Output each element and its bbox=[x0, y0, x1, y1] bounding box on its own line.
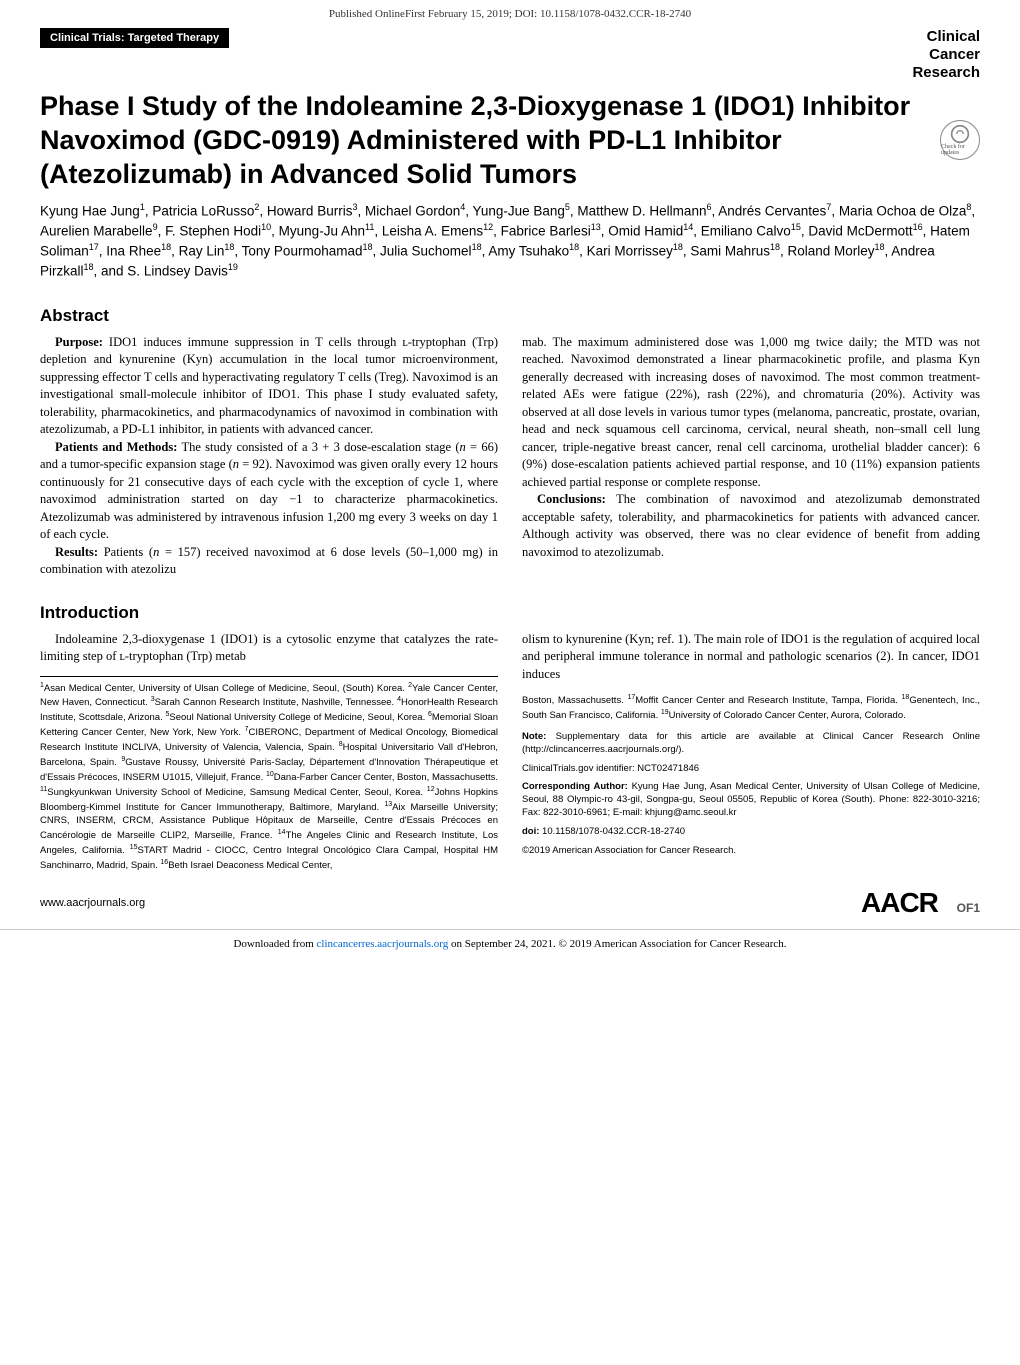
clinical-trials-id: ClinicalTrials.gov identifier: NCT024718… bbox=[522, 763, 980, 776]
download-prefix: Downloaded from bbox=[233, 938, 316, 950]
abstract-body: Purpose: IDO1 induces immune suppression… bbox=[0, 334, 1020, 579]
check-updates-label: Check for updates bbox=[941, 144, 979, 156]
journal-line2: Cancer bbox=[912, 46, 980, 64]
notes-block: Note: Supplementary data for this articl… bbox=[522, 731, 980, 858]
abstract-conclusions: Conclusions: The combination of navoximo… bbox=[522, 491, 980, 561]
publication-banner: Published OnlineFirst February 15, 2019;… bbox=[0, 0, 1020, 28]
introduction-body: Indoleamine 2,3-dioxygenase 1 (IDO1) is … bbox=[0, 631, 1020, 873]
journal-line3: Research bbox=[912, 64, 980, 82]
abstract-results-part1: Results: Patients (n = 157) received nav… bbox=[40, 544, 498, 579]
header-bar: Clinical Trials: Targeted Therapy Clinic… bbox=[0, 28, 1020, 82]
check-updates-badge[interactable]: Check for updates bbox=[940, 120, 980, 160]
site-url[interactable]: www.aacrjournals.org bbox=[40, 897, 145, 909]
introduction-heading: Introduction bbox=[0, 579, 1020, 631]
journal-line1: Clinical bbox=[912, 28, 980, 46]
doi: doi: 10.1158/1078-0432.CCR-18-2740 bbox=[522, 826, 980, 839]
download-suffix: on September 24, 2021. © 2019 American A… bbox=[448, 938, 786, 950]
journal-name: Clinical Cancer Research bbox=[912, 28, 980, 82]
affiliations-col2: Boston, Massachusetts. 17Moffit Cancer C… bbox=[522, 693, 980, 723]
abstract-results-part2: mab. The maximum administered dose was 1… bbox=[522, 334, 980, 492]
corresponding-author: Corresponding Author: Kyung Hae Jung, As… bbox=[522, 781, 980, 819]
download-banner: Downloaded from clincancerres.aacrjourna… bbox=[0, 929, 1020, 954]
abstract-methods: Patients and Methods: The study consiste… bbox=[40, 439, 498, 544]
authors-list: Kyung Hae Jung1, Patricia LoRusso2, Howa… bbox=[0, 191, 1020, 281]
aacr-logo: AACR bbox=[861, 887, 938, 918]
abstract-heading: Abstract bbox=[0, 282, 1020, 334]
intro-p2: olism to kynurenine (Kyn; ref. 1). The m… bbox=[522, 631, 980, 684]
check-updates-icon bbox=[950, 124, 970, 144]
affiliations-col1: 1Asan Medical Center, University of Ulsa… bbox=[40, 676, 498, 873]
abstract-purpose: Purpose: IDO1 induces immune suppression… bbox=[40, 334, 498, 439]
page-number: OF1 bbox=[957, 901, 980, 915]
download-link[interactable]: clincancerres.aacrjournals.org bbox=[317, 938, 449, 950]
copyright: ©2019 American Association for Cancer Re… bbox=[522, 845, 980, 858]
intro-p1: Indoleamine 2,3-dioxygenase 1 (IDO1) is … bbox=[40, 631, 498, 666]
supplementary-note: Note: Supplementary data for this articl… bbox=[522, 731, 980, 757]
category-label: Clinical Trials: Targeted Therapy bbox=[40, 28, 229, 48]
footer-bar: www.aacrjournals.org AACR OF1 bbox=[0, 873, 1020, 925]
article-title: Phase I Study of the Indoleamine 2,3-Dio… bbox=[40, 90, 920, 191]
